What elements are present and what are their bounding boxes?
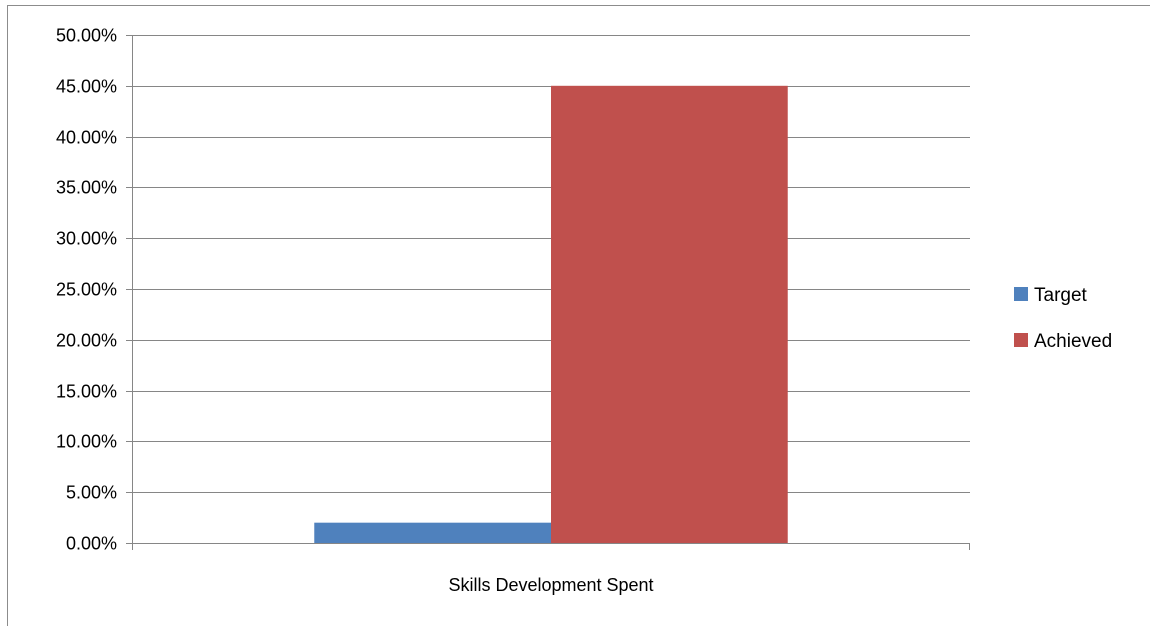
y-tick-label: 5.00%: [66, 483, 117, 503]
x-category-label: Skills Development Spent: [448, 575, 653, 595]
y-tick-label: 10.00%: [56, 432, 117, 452]
bar-achieved: [551, 85, 788, 544]
legend-swatch-target: [1014, 287, 1028, 301]
legend-label-target: Target: [1034, 285, 1088, 306]
y-tick-label: 15.00%: [56, 382, 117, 402]
legend-swatch-achieved: [1014, 333, 1028, 347]
y-axis-tick-labels: 0.00% 5.00% 10.00% 15.00% 20.00% 25.00% 30.00%…: [56, 26, 117, 554]
y-tick-label: 30.00%: [56, 229, 117, 249]
y-tick-label: 0.00%: [66, 534, 117, 554]
legend: Target Achieved: [1014, 285, 1112, 352]
y-tick-label: 45.00%: [56, 77, 117, 97]
x-axis-category-labels: Skills Development Spent: [448, 575, 653, 595]
y-tick-label: 25.00%: [56, 280, 117, 300]
legend-label-achieved: Achieved: [1034, 331, 1112, 352]
bar-target: [314, 522, 551, 543]
y-tick-label: 40.00%: [56, 128, 117, 148]
y-tick-label: 50.00%: [56, 26, 117, 46]
y-tick-label: 35.00%: [56, 178, 117, 198]
bars: [314, 85, 788, 544]
axes: [126, 35, 970, 550]
y-tick-label: 20.00%: [56, 331, 117, 351]
